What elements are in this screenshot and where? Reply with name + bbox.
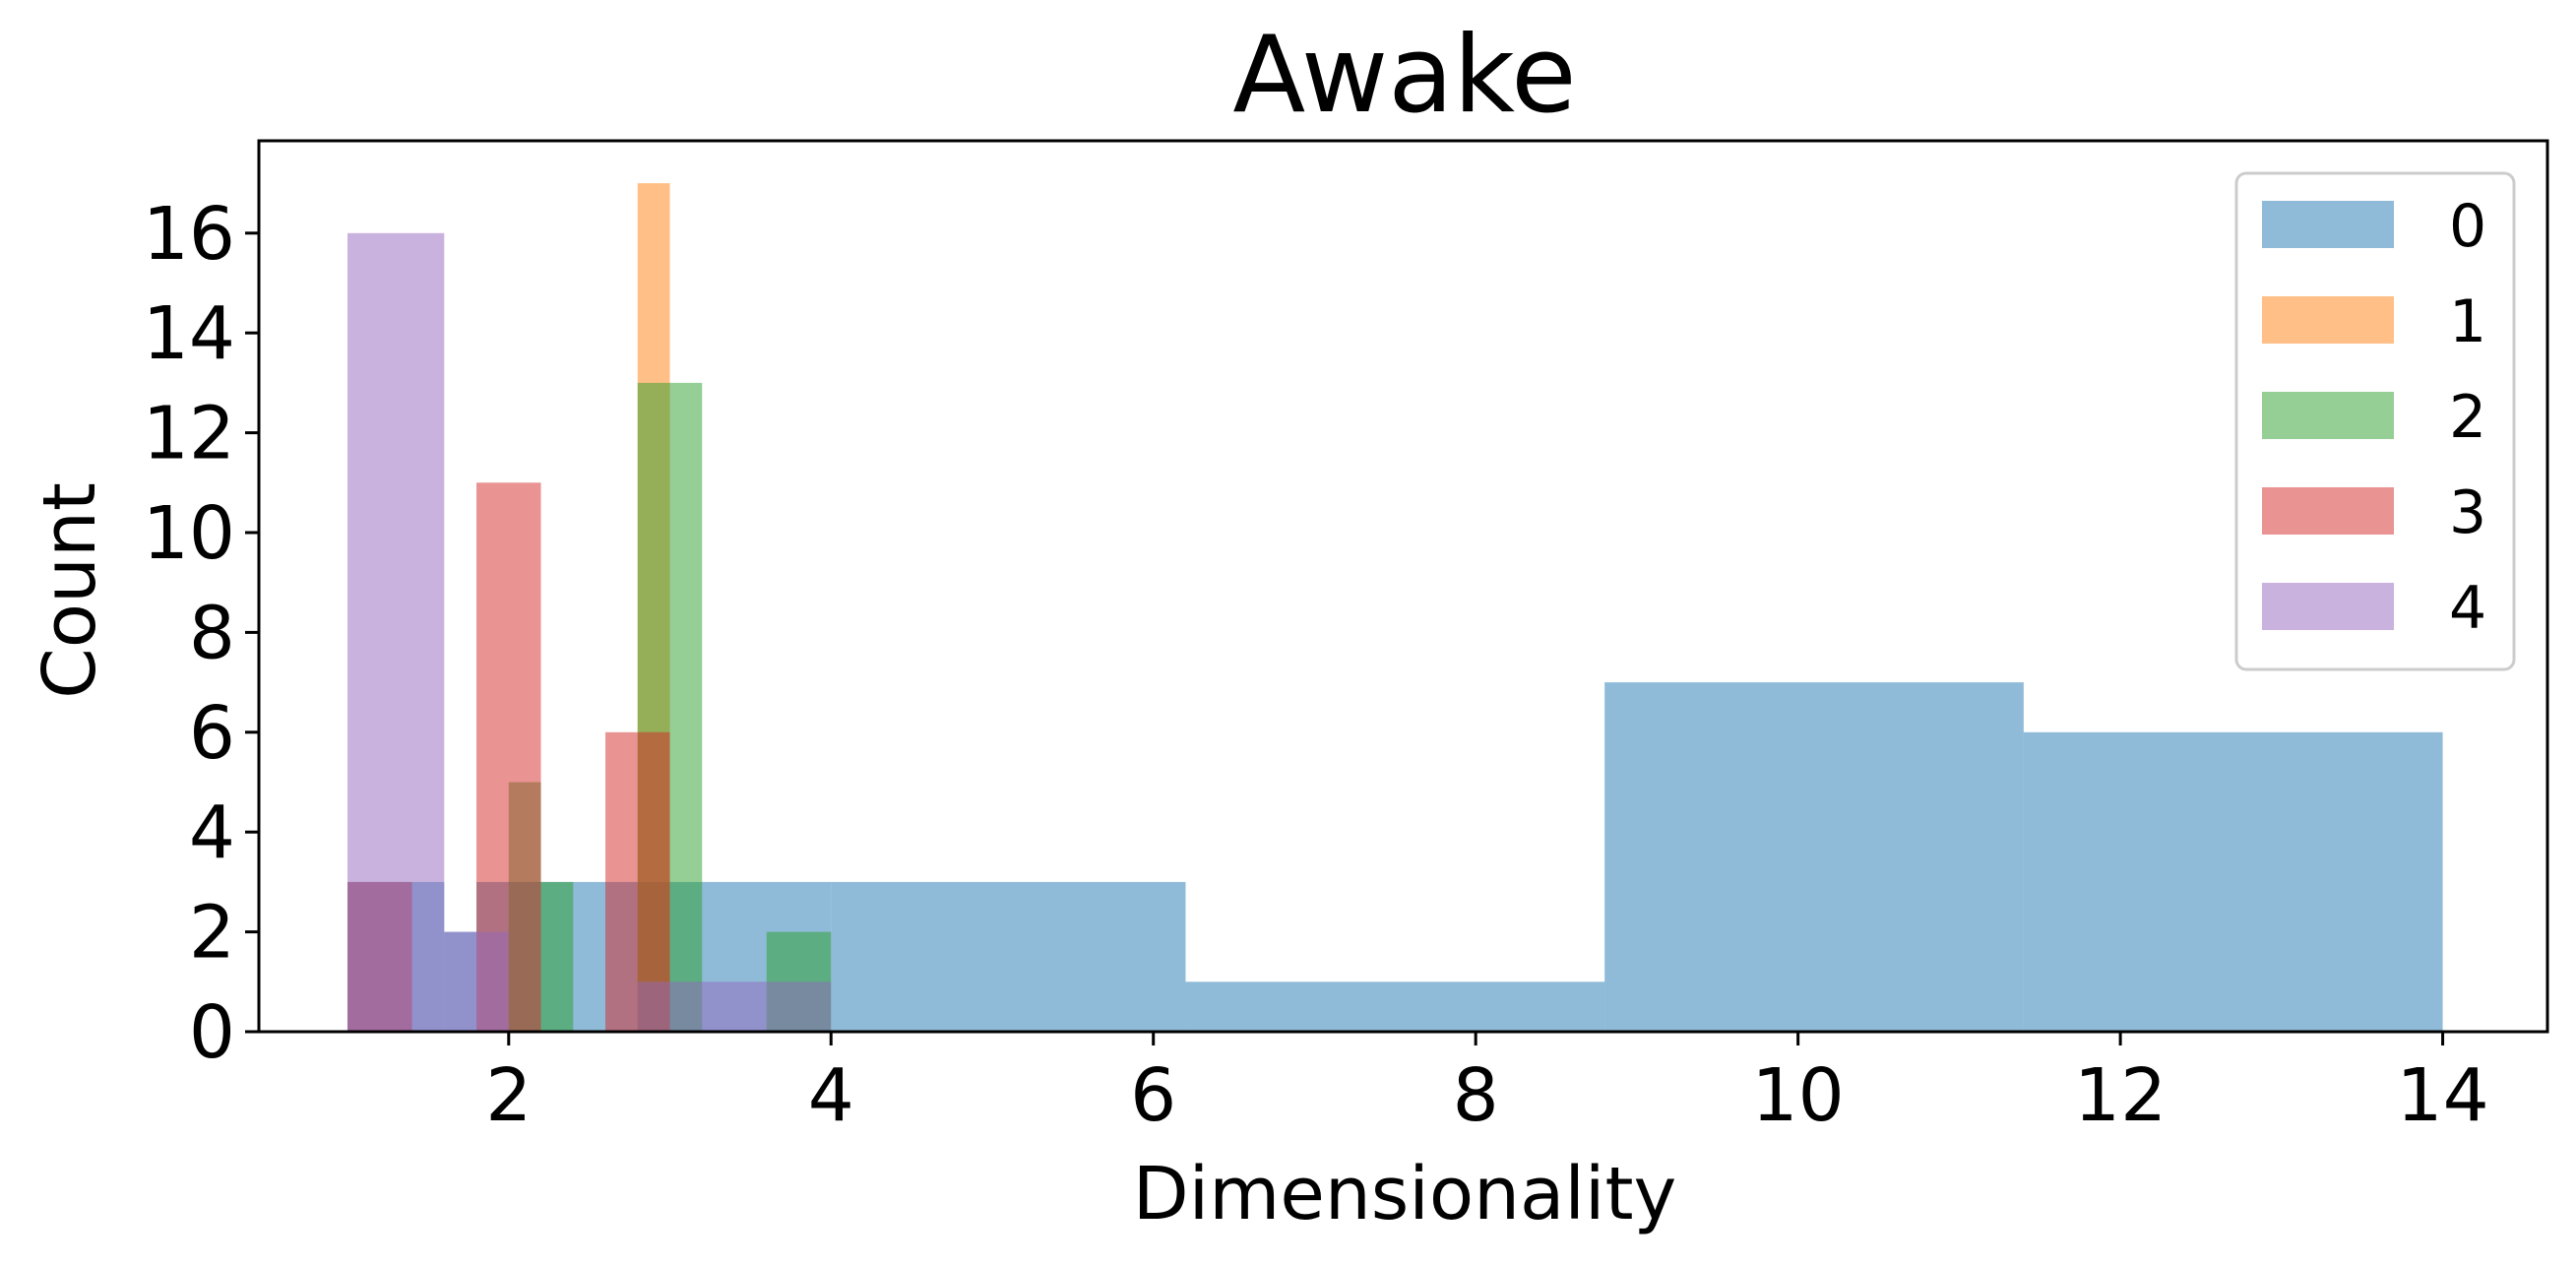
x-tick-label: 8	[1453, 1053, 1499, 1138]
y-axis-label: Count	[28, 482, 112, 699]
bar-series-4-bin-3	[637, 981, 670, 1032]
legend-label-4: 4	[2449, 574, 2486, 643]
legend-swatch-3	[2262, 487, 2394, 535]
y-tick-label: 14	[143, 291, 235, 376]
y-tick-label: 10	[143, 491, 235, 576]
bar-series-2-bin-1	[540, 881, 574, 1032]
y-tick-label: 8	[189, 591, 235, 675]
y-tick-label: 4	[189, 791, 235, 875]
bar-series-0-bin-4	[1185, 981, 1605, 1032]
y-tick-label: 0	[189, 990, 235, 1075]
legend: 0 1 2 3 4	[2234, 171, 2516, 671]
bars-layer	[347, 183, 2443, 1033]
bar-series-4-bin-1	[444, 931, 509, 1032]
bar-series-4-bin-4	[669, 981, 767, 1032]
x-tick-label: 4	[808, 1053, 854, 1138]
bar-series-0-bin-5	[1604, 682, 2024, 1032]
bar-series-0-bin-6	[2023, 731, 2443, 1032]
x-tick-label: 10	[1752, 1053, 1845, 1138]
legend-items: 0 1 2 3 4	[2262, 192, 2486, 643]
y-tick-label: 6	[189, 691, 235, 776]
y-axis-ticks: 0 2 4 6 8 10 12 14 16	[143, 192, 259, 1075]
legend-label-2: 2	[2449, 383, 2486, 452]
legend-label-1: 1	[2449, 287, 2486, 356]
x-tick-label: 6	[1130, 1053, 1176, 1138]
legend-label-3: 3	[2449, 478, 2486, 547]
series-4	[347, 232, 832, 1032]
legend-swatch-4	[2262, 583, 2394, 630]
plot-frame	[257, 139, 2549, 1034]
x-axis-label: Dimensionality	[1133, 1152, 1677, 1236]
x-tick-label: 12	[2074, 1053, 2167, 1138]
x-tick-label: 2	[485, 1053, 532, 1138]
chart-title: Awake	[1232, 14, 1576, 137]
x-axis-ticks: 2 4 6 8 10 12 14	[485, 1032, 2489, 1138]
y-tick-label: 2	[189, 891, 235, 976]
legend-swatch-2	[2262, 392, 2394, 439]
legend-label-0: 0	[2449, 192, 2486, 261]
series-0	[347, 682, 2443, 1032]
y-tick-label: 12	[143, 392, 235, 476]
legend-swatch-1	[2262, 296, 2394, 344]
bar-series-4-bin-5	[766, 981, 832, 1032]
legend-swatch-0	[2262, 201, 2394, 248]
y-tick-label: 16	[143, 192, 235, 277]
bar-series-4-bin-0	[347, 232, 445, 1032]
x-tick-label: 14	[2396, 1053, 2488, 1138]
bar-series-0-bin-3	[831, 881, 1186, 1032]
